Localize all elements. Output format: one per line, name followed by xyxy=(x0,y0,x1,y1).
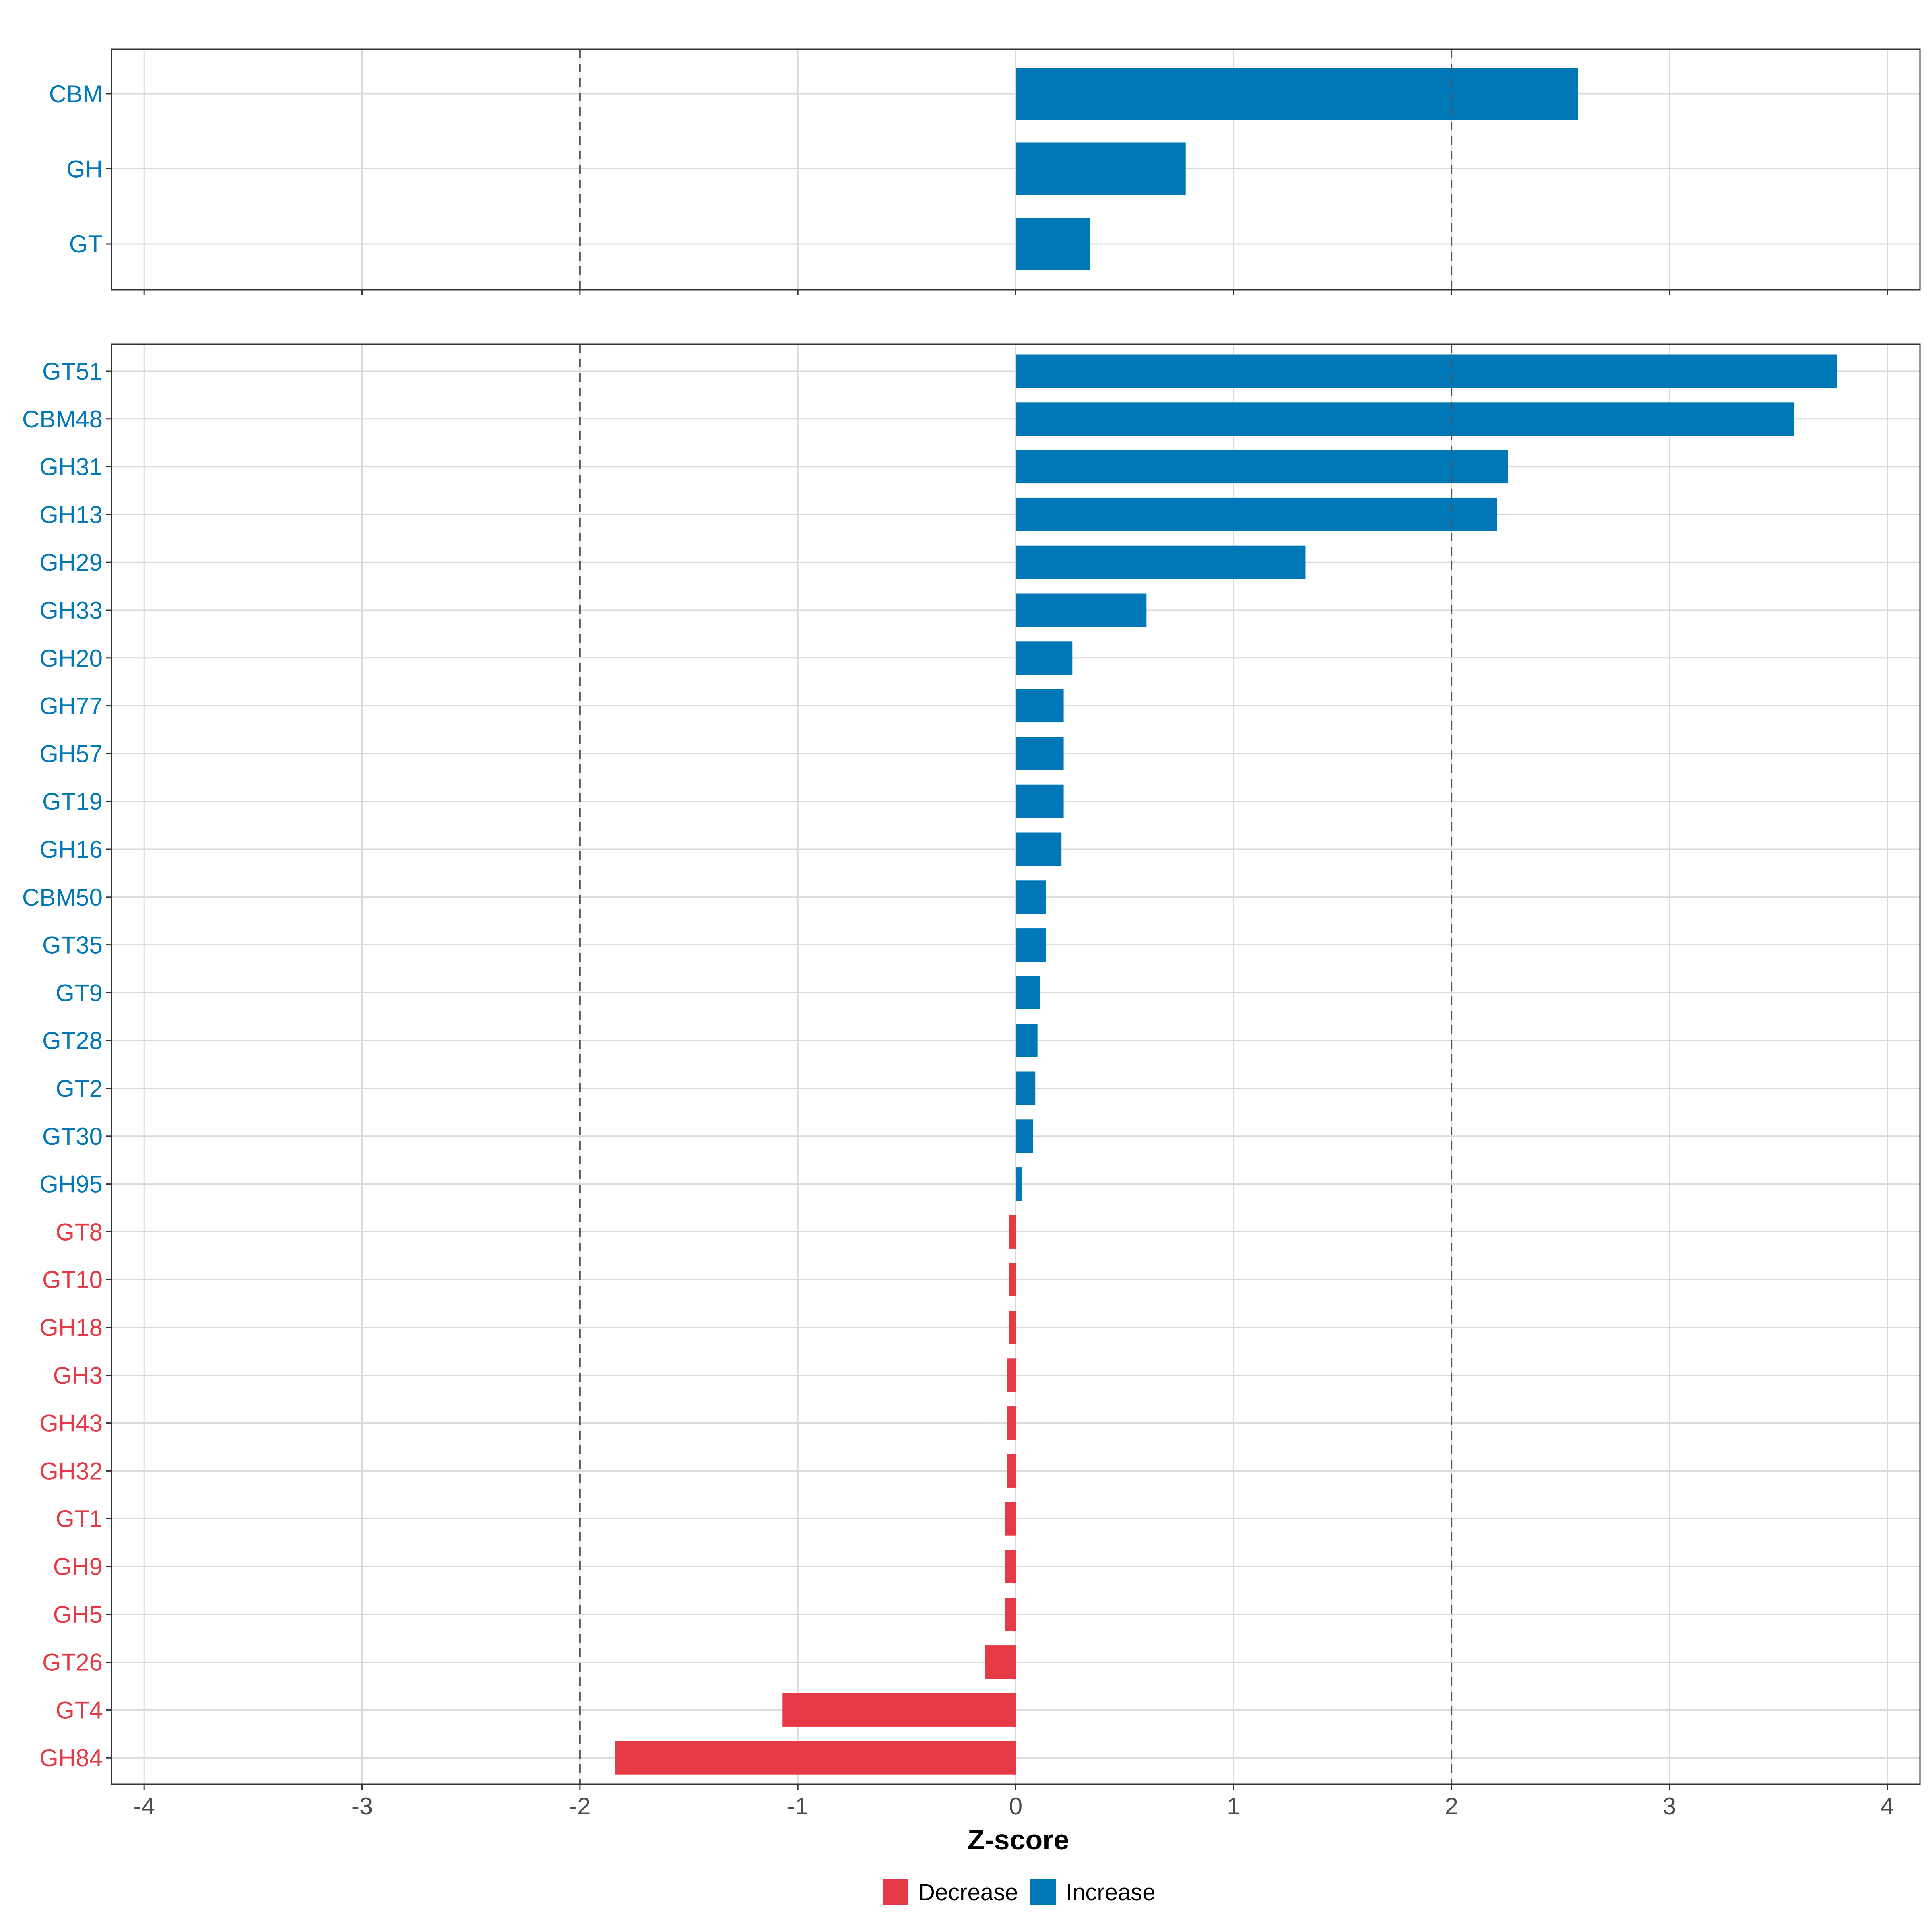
bar-gh43 xyxy=(1007,1406,1016,1440)
bar-gt19 xyxy=(1016,784,1064,818)
category-label-cbm50: CBM50 xyxy=(22,884,103,911)
category-label-gh57: GH57 xyxy=(39,740,103,767)
category-label-gh32: GH32 xyxy=(39,1457,103,1484)
bar-gt xyxy=(1016,218,1090,270)
legend-swatch-increase xyxy=(1030,1879,1056,1905)
bar-gt4 xyxy=(782,1693,1016,1727)
bar-gh5 xyxy=(1005,1598,1016,1631)
x-tick-label: 4 xyxy=(1880,1793,1894,1820)
category-label-gt1: GT1 xyxy=(56,1505,103,1532)
x-tick-label: -1 xyxy=(787,1793,808,1820)
category-label-gh9: GH9 xyxy=(53,1553,103,1580)
legend-label-decrease: Decrease xyxy=(918,1879,1018,1905)
x-axis: -4 -3 -2 -1 0 1 2 3 4 xyxy=(134,1793,1894,1820)
x-tick-label: 2 xyxy=(1445,1793,1458,1820)
x-tick-label: -2 xyxy=(569,1793,590,1820)
bar-gh3 xyxy=(1007,1358,1016,1392)
category-label-gh29: GH29 xyxy=(39,549,103,576)
bar-gt10 xyxy=(1009,1263,1016,1296)
category-label-gt35: GT35 xyxy=(42,932,103,959)
bar-gh9 xyxy=(1005,1550,1016,1583)
category-label-cbm: CBM xyxy=(49,80,103,107)
x-tick-label: 1 xyxy=(1227,1793,1240,1820)
category-label-gh18: GH18 xyxy=(39,1314,103,1341)
bar-cbm48 xyxy=(1016,402,1794,436)
x-tick-label: 0 xyxy=(1009,1793,1022,1820)
bar-gh95 xyxy=(1016,1167,1022,1201)
category-label-gt10: GT10 xyxy=(42,1266,103,1293)
x-axis-title: Z-score xyxy=(968,1824,1069,1856)
bar-gt51 xyxy=(1016,354,1837,388)
category-label-gt: GT xyxy=(69,231,103,258)
bar-gh33 xyxy=(1016,593,1147,627)
category-label-gt26: GT26 xyxy=(42,1649,103,1676)
legend-swatch-decrease xyxy=(883,1879,908,1905)
bar-gt26 xyxy=(985,1645,1016,1679)
bar-gt1 xyxy=(1005,1502,1016,1536)
bar-gt28 xyxy=(1016,1024,1038,1057)
bar-gh31 xyxy=(1016,450,1508,484)
category-label-gh: GH xyxy=(66,156,103,183)
bar-gh29 xyxy=(1016,545,1306,579)
category-label-gh13: GH13 xyxy=(39,501,103,528)
x-tick-label: 3 xyxy=(1663,1793,1676,1820)
bar-gt8 xyxy=(1009,1215,1016,1249)
bar-gh77 xyxy=(1016,689,1064,723)
category-label-gt4: GT4 xyxy=(56,1697,103,1724)
panel-class-level: CBM GH GT xyxy=(49,48,1921,295)
category-label-gh20: GH20 xyxy=(39,645,103,672)
bar-gt9 xyxy=(1016,976,1040,1009)
category-label-gt8: GT8 xyxy=(56,1218,103,1245)
category-label-gh84: GH84 xyxy=(39,1744,103,1771)
bar-gh57 xyxy=(1016,737,1064,770)
bar-gt2 xyxy=(1016,1071,1036,1105)
category-label-gt30: GT30 xyxy=(42,1123,103,1150)
bar-cbm50 xyxy=(1016,880,1046,914)
category-label-gh16: GH16 xyxy=(39,836,103,863)
bar-gh18 xyxy=(1009,1311,1016,1344)
bar-gh20 xyxy=(1016,641,1073,675)
category-label-gt19: GT19 xyxy=(42,788,103,815)
bar-gh xyxy=(1016,142,1186,195)
x-tick-label: -4 xyxy=(134,1793,155,1820)
bar-gt35 xyxy=(1016,928,1046,962)
category-label-gt2: GT2 xyxy=(56,1075,103,1102)
category-label-gh5: GH5 xyxy=(53,1601,103,1628)
category-label-gt9: GT9 xyxy=(56,979,103,1006)
bar-cbm xyxy=(1016,68,1578,120)
category-label-cbm48: CBM48 xyxy=(22,406,103,433)
category-label-gh95: GH95 xyxy=(39,1171,103,1198)
category-label-gh77: GH77 xyxy=(39,693,103,720)
legend: Decrease Increase xyxy=(883,1879,1155,1905)
x-tick-label: -3 xyxy=(351,1793,373,1820)
bar-gh32 xyxy=(1007,1454,1016,1488)
category-label-gh3: GH3 xyxy=(53,1362,103,1389)
bar-gh84 xyxy=(615,1741,1016,1775)
category-label-gt28: GT28 xyxy=(42,1027,103,1054)
panel-family-level: GT51 CBM48 GH31 GH13 GH29 GH33 GH20 GH77 GH57 GT1… xyxy=(22,343,1921,1790)
category-label-gt51: GT51 xyxy=(42,358,103,385)
bar-gt30 xyxy=(1016,1119,1033,1153)
category-label-gh33: GH33 xyxy=(39,597,103,624)
category-label-gh43: GH43 xyxy=(39,1410,103,1437)
category-label-gh31: GH31 xyxy=(39,454,103,481)
bar-gh16 xyxy=(1016,832,1062,866)
bar-gh13 xyxy=(1016,497,1497,531)
legend-label-increase: Increase xyxy=(1066,1879,1155,1905)
